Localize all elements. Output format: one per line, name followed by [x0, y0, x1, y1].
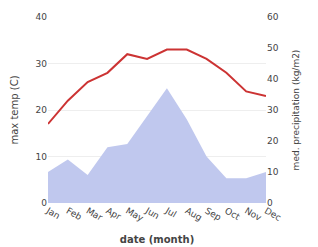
svg-text:0: 0	[267, 198, 273, 208]
svg-text:date (month): date (month)	[120, 234, 194, 245]
svg-text:Dec: Dec	[263, 205, 283, 222]
svg-text:20: 20	[36, 105, 48, 115]
svg-text:Apr: Apr	[104, 205, 123, 222]
svg-text:Oct: Oct	[223, 205, 242, 222]
svg-text:med. precipitation (kg/m2): med. precipitation (kg/m2)	[291, 50, 301, 171]
svg-text:Mar: Mar	[84, 205, 104, 222]
svg-text:20: 20	[267, 136, 279, 146]
svg-text:0: 0	[41, 198, 47, 208]
svg-text:40: 40	[36, 12, 48, 22]
svg-text:max temp (C): max temp (C)	[9, 75, 20, 144]
svg-text:Nov: Nov	[243, 205, 264, 223]
svg-text:Aug: Aug	[183, 205, 203, 222]
svg-text:Jan: Jan	[44, 205, 62, 221]
svg-text:Feb: Feb	[65, 205, 84, 222]
svg-text:30: 30	[36, 59, 48, 69]
svg-text:30: 30	[267, 105, 279, 115]
svg-text:10: 10	[267, 167, 279, 177]
svg-text:60: 60	[267, 12, 279, 22]
svg-text:10: 10	[36, 152, 48, 162]
svg-text:50: 50	[267, 43, 279, 53]
svg-text:Jul: Jul	[163, 205, 178, 220]
svg-text:May: May	[124, 205, 146, 223]
svg-text:Sep: Sep	[203, 205, 223, 222]
svg-text:40: 40	[267, 74, 279, 84]
svg-text:Jun: Jun	[143, 205, 161, 221]
